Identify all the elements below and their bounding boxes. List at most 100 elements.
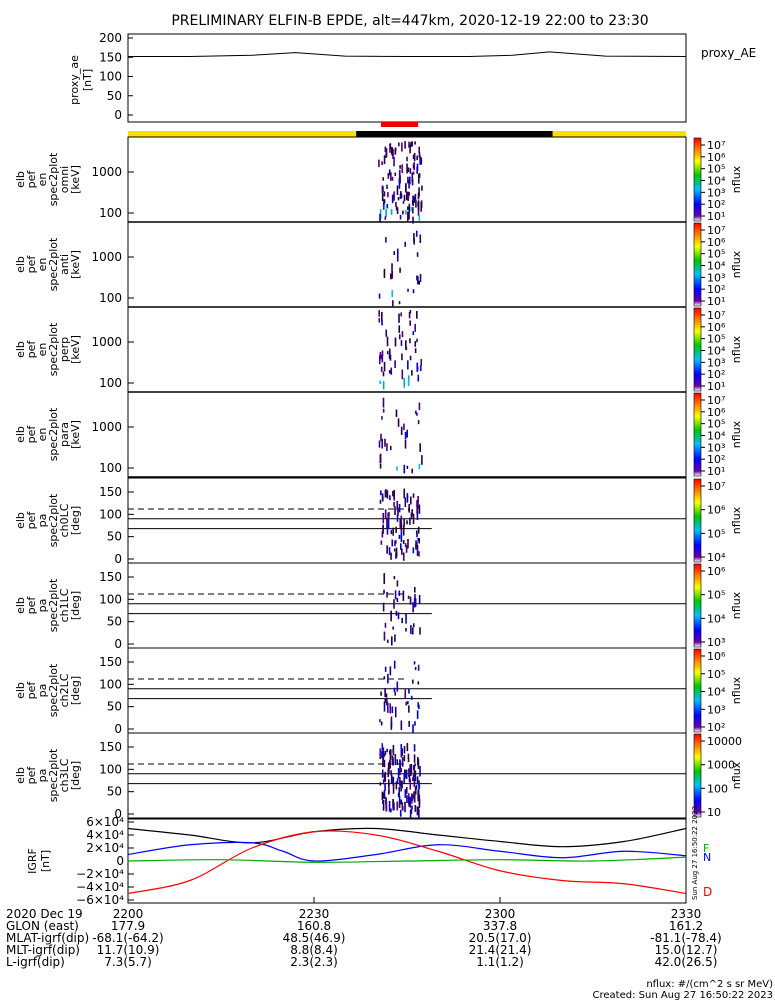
spectrogram-cell (401, 369, 404, 380)
proxy-ae-tick-label: 0 (114, 108, 122, 122)
pitch-angle-cell (417, 495, 419, 503)
spectrogram-cell (399, 214, 402, 220)
pitch-angle-cell (403, 488, 406, 499)
footer-row-value: 160.8 (297, 919, 331, 933)
pitch-angle-ylabel: pef (25, 511, 38, 530)
spectrogram-cell (403, 378, 406, 388)
spectrogram-cell (383, 361, 386, 372)
orbit-bar-segment-1 (128, 131, 357, 137)
pitch-angle-cell (400, 543, 402, 550)
pitch-angle-cell (407, 538, 409, 548)
page-title: PRELIMINARY ELFIN-B EPDE, alt=447km, 202… (171, 13, 648, 29)
pitch-angle-cell (416, 504, 418, 515)
spectrogram-ylabel: en (36, 428, 49, 442)
spectrogram-cell (385, 148, 388, 158)
spectrogram-cell (391, 271, 394, 279)
spectrogram-cell (389, 143, 391, 153)
pitch-angle-tick-label: 100 (99, 762, 122, 776)
pitch-angle-cell (406, 743, 409, 752)
spectrogram-cell (398, 313, 400, 323)
units-note: nflux: #/(cm^2 s sr MeV) (646, 979, 773, 990)
pitch-angle-cell (410, 808, 413, 814)
pitch-angle-cell (399, 769, 401, 776)
spectrogram-cell (391, 149, 394, 156)
spectrogram-cell (408, 141, 410, 148)
pitch-angle-cell (417, 664, 420, 671)
pitch-angle-cell (381, 531, 384, 538)
pitch-angle-tick-label: 0 (114, 807, 122, 821)
colorbar-tick-label: 10⁷ (707, 224, 725, 237)
spectrogram-ylabel: [keV] (69, 420, 82, 449)
pitch-angle-cell (382, 525, 384, 531)
proxy-ae-tick-label: 200 (99, 31, 122, 45)
pitch-angle-cell (412, 623, 415, 628)
spectrogram-ylabel: pef (25, 170, 38, 189)
spectrogram-cell (407, 167, 410, 173)
pitch-angle-cell (416, 500, 418, 507)
spectrogram-cell (413, 196, 416, 203)
science-zone-marker (380, 122, 419, 127)
footer-row-value: 2330 (671, 907, 702, 921)
pitch-angle-cell (404, 789, 407, 798)
pitch-angle-cell (392, 745, 395, 756)
spectrogram-cell (378, 355, 381, 365)
spectrogram-cell (378, 440, 381, 448)
spectrogram-cell (402, 200, 405, 204)
pitch-angle-cell (393, 491, 395, 499)
spectrogram-cell (381, 161, 383, 165)
spectrogram-ylabel: perp (58, 337, 71, 362)
pitch-angle-cell (396, 681, 399, 692)
spectrogram-cell (413, 233, 415, 242)
pitch-angle-cell (396, 500, 399, 511)
pitch-angle-ylabel: ch2LC (58, 673, 71, 707)
colorbar-tick-label: 10¹ (707, 295, 725, 308)
pitch-angle-cell (393, 660, 396, 669)
spectrogram-cell (389, 273, 392, 280)
pitch-angle-cell (402, 552, 405, 561)
spectrogram-ylabel: spec2plot (47, 152, 60, 206)
pitch-angle-cell (384, 698, 387, 703)
spectrogram-cell (401, 331, 404, 338)
colorbar-gradient (693, 563, 702, 648)
footer-row-value: 1.1(1.2) (476, 955, 524, 969)
pitch-angle-ylabel: ch1LC (58, 588, 71, 622)
footer-row-value: 11.7(10.9) (97, 943, 160, 957)
orbit-bar-segment-2 (356, 131, 553, 137)
colorbar-tick-label: 10⁵ (707, 248, 725, 261)
spectrogram-cell (407, 360, 409, 370)
colorbar-tick-label: 10⁶ (707, 321, 726, 334)
footer-row-value: 48.5(46.9) (283, 931, 346, 945)
pitch-angle-cell (399, 776, 401, 787)
pitch-angle-ylabel: pa (36, 684, 49, 698)
footer-row-value: 337.8 (483, 919, 517, 933)
pitch-angle-cell (411, 509, 413, 517)
pitch-angle-cell (400, 515, 403, 524)
spectrogram-cell (411, 370, 413, 376)
spectrogram-cell (399, 165, 401, 169)
pitch-angle-cell (386, 591, 388, 598)
spectrogram-cell (395, 409, 398, 417)
pitch-angle-cell (406, 795, 408, 804)
pitch-angle-cell (405, 613, 407, 624)
pitch-angle-cell (418, 795, 420, 800)
pitch-angle-cell (383, 631, 386, 641)
spectrogram-cell (385, 209, 387, 218)
spectrogram-ylabel: pef (25, 340, 38, 359)
spectrogram-cell (418, 215, 421, 221)
pitch-angle-cell (379, 499, 382, 504)
footer-table: 2020 Dec 19 2200 2230 2300 2330 GLON (east) 17… (6, 897, 722, 969)
colorbar-tick-label: 10⁵ (707, 527, 725, 540)
pitch-angle-cell (400, 743, 403, 750)
pitch-angle-cell (383, 759, 386, 768)
pitch-angle-cell (393, 802, 395, 811)
pitch-angle-cell (414, 721, 416, 726)
pitch-angle-ylabel: ch3LC (58, 758, 71, 792)
spectrogram-cell (386, 203, 389, 209)
colorbar-label: nflux (730, 250, 743, 278)
pitch-angle-cell (400, 748, 403, 758)
footer-row-label: MLAT-igrf(dip) (6, 931, 89, 945)
spectrogram-cell (379, 213, 381, 223)
pitch-angle-cell (387, 513, 390, 521)
pitch-angle-cell (393, 548, 396, 552)
